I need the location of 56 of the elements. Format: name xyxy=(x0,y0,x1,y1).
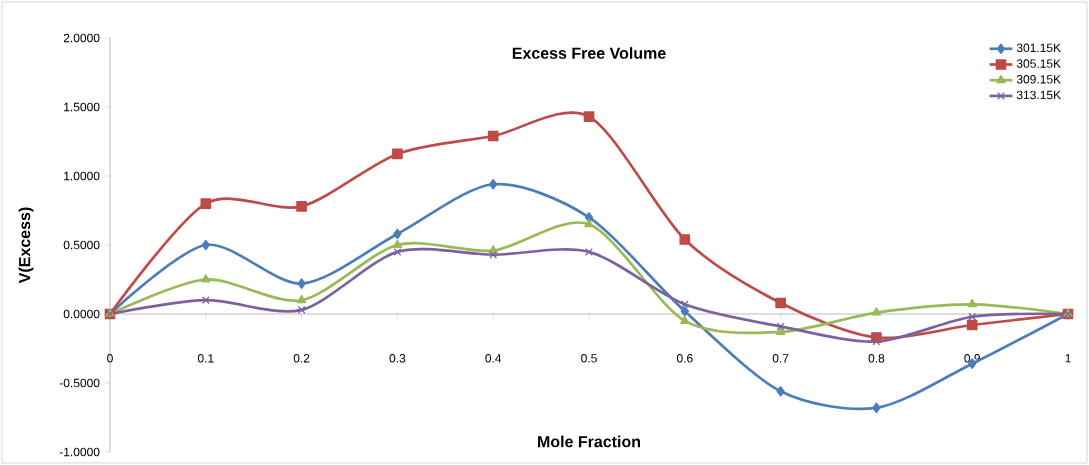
point xyxy=(583,111,595,122)
point xyxy=(201,239,210,251)
x-tick-label: 0.2 xyxy=(293,354,310,363)
point xyxy=(872,402,881,414)
x-tick-label: 1 xyxy=(1065,354,1071,363)
x-tick-label: 0.4 xyxy=(485,354,502,363)
point xyxy=(201,296,210,305)
point xyxy=(775,297,786,309)
legend-label: 313.15K xyxy=(1016,90,1061,100)
point xyxy=(585,247,593,256)
y-tick-label: 2.0000 xyxy=(63,33,100,43)
point xyxy=(489,250,498,259)
chart-title: Excess Free Volume xyxy=(512,47,666,59)
x-axis-title: Mole Fraction xyxy=(538,435,641,448)
point xyxy=(487,130,499,142)
legend-label: 309.15K xyxy=(1016,75,1061,84)
point xyxy=(776,385,785,397)
point xyxy=(489,178,498,190)
point xyxy=(680,315,690,324)
point xyxy=(296,201,307,212)
point xyxy=(679,234,691,245)
point xyxy=(872,337,881,346)
x-tick-label: 0.1 xyxy=(197,354,214,363)
x-tick-label: 0.8 xyxy=(868,354,885,363)
point xyxy=(297,305,306,314)
x-tick-label: 0.6 xyxy=(676,354,693,363)
y-tick-label: 1.0000 xyxy=(64,171,100,181)
point xyxy=(680,305,689,317)
point xyxy=(775,326,786,335)
point xyxy=(680,300,689,309)
point xyxy=(393,247,402,256)
point xyxy=(776,322,785,331)
y-tick-label: -0.5000 xyxy=(59,378,100,388)
x-tick-label: 0 xyxy=(107,354,113,363)
point xyxy=(297,278,306,289)
x-tick-label: 0.7 xyxy=(772,354,789,363)
point xyxy=(968,312,977,321)
y-axis-title: V(Excess) xyxy=(18,207,34,284)
point xyxy=(393,228,402,240)
point xyxy=(871,307,882,316)
x-tick-label: 0.5 xyxy=(581,354,597,363)
x-tick-label: 0.3 xyxy=(389,354,406,363)
point xyxy=(296,294,307,304)
point xyxy=(967,299,977,308)
point xyxy=(584,218,594,228)
point xyxy=(392,239,403,248)
y-tick-label: 0.5000 xyxy=(63,240,100,250)
point xyxy=(966,319,978,331)
legend-label: 305.15K xyxy=(1016,59,1061,68)
point xyxy=(200,198,212,209)
y-tick-label: -1.0000 xyxy=(59,447,100,457)
point xyxy=(392,148,403,160)
y-tick-label: 1.5000 xyxy=(64,102,100,112)
legend-label: 301.15K xyxy=(1016,43,1061,53)
point xyxy=(201,274,211,283)
y-tick-label: 0.0000 xyxy=(63,309,100,319)
